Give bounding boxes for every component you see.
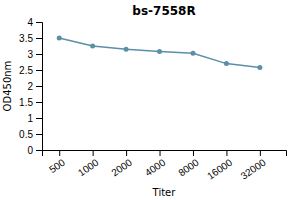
x-tick-label: 4000 bbox=[143, 156, 168, 178]
y-tick-mark bbox=[36, 70, 42, 71]
x-tick-label: 1000 bbox=[76, 156, 101, 178]
x-tick-mark bbox=[226, 150, 227, 156]
y-tick-label: 2.5 bbox=[19, 65, 33, 76]
y-tick: 1.5 bbox=[19, 97, 42, 108]
point bbox=[57, 36, 62, 41]
x-tick-mark bbox=[160, 150, 161, 156]
point bbox=[124, 47, 129, 52]
x-tick: 2000 bbox=[109, 150, 134, 178]
x-axis-line bbox=[43, 151, 287, 157]
y-tick: 0 bbox=[27, 145, 42, 156]
y-tick: 3 bbox=[27, 49, 42, 60]
x-tick: 16000 bbox=[205, 150, 234, 182]
y-tick: 1 bbox=[27, 113, 42, 124]
title: bs-7558R bbox=[132, 4, 195, 18]
x-tick-mark bbox=[59, 150, 60, 156]
x-tick: 32000 bbox=[239, 150, 268, 182]
chart-container: 500 1000 2000 4000 80001600032000 0 0.5 1 1.5 2 2.… bbox=[0, 0, 300, 200]
y-tick: 2.5 bbox=[19, 65, 42, 76]
y-tick: 4 bbox=[27, 17, 42, 28]
x-tick-mark bbox=[126, 150, 127, 156]
x-tick-label: 16000 bbox=[205, 156, 234, 181]
y-axis-line bbox=[36, 23, 43, 151]
y-axis: 0 0.5 1 1.5 2 2.5 3 3.5 4 bbox=[19, 17, 42, 156]
x-tick: 4000 bbox=[143, 150, 168, 178]
point bbox=[224, 61, 229, 66]
chart-svg: 500 1000 2000 4000 80001600032000 0 0.5 1 1.5 2 2.… bbox=[0, 0, 300, 200]
y-tick-mark bbox=[36, 86, 42, 87]
y-tick-mark bbox=[36, 38, 42, 39]
point bbox=[157, 49, 162, 54]
y-tick: 0.5 bbox=[19, 129, 42, 140]
y-tick-label: 1.5 bbox=[19, 97, 33, 108]
y-tick-mark bbox=[36, 54, 42, 55]
y-tick-label: 2 bbox=[27, 81, 33, 92]
y-tick: 3.5 bbox=[19, 33, 42, 44]
y-tick: 2 bbox=[27, 81, 42, 92]
y-tick-label: 3 bbox=[27, 49, 33, 60]
marks bbox=[57, 36, 263, 70]
x-tick: 1000 bbox=[76, 150, 101, 178]
y-axis-title: OD450nm bbox=[2, 61, 13, 112]
x-tick-label: 8000 bbox=[176, 156, 201, 178]
x-tick: 8000 bbox=[176, 150, 201, 178]
point bbox=[257, 65, 262, 70]
y-tick-mark bbox=[36, 134, 42, 135]
x-tick: 500 bbox=[47, 150, 67, 175]
x-axis: 500 1000 2000 4000 80001600032000 bbox=[43, 150, 287, 182]
y-tick-label: 1 bbox=[27, 113, 33, 124]
x-tick-label: 2000 bbox=[109, 156, 134, 178]
x-axis-title: Titer bbox=[152, 187, 177, 198]
x-tick-label: 500 bbox=[47, 156, 67, 175]
y-tick-mark bbox=[36, 150, 42, 151]
y-tick-mark bbox=[36, 118, 42, 119]
point bbox=[190, 51, 195, 56]
y-tick-label: 3.5 bbox=[19, 33, 33, 44]
plot-area: 500 1000 2000 4000 80001600032000 0 0.5 1 1.5 2 2.… bbox=[19, 17, 286, 182]
point bbox=[90, 44, 95, 49]
y-tick-mark bbox=[36, 22, 42, 23]
line bbox=[59, 38, 260, 67]
y-tick-label: 4 bbox=[27, 17, 33, 28]
x-tick-mark bbox=[193, 150, 194, 156]
y-tick-label: 0 bbox=[27, 145, 33, 156]
y-tick-label: 0.5 bbox=[19, 129, 33, 140]
x-tick-mark bbox=[260, 150, 261, 156]
y-tick-mark bbox=[36, 102, 42, 103]
x-tick-mark bbox=[93, 150, 94, 156]
x-tick-label: 32000 bbox=[239, 156, 268, 181]
